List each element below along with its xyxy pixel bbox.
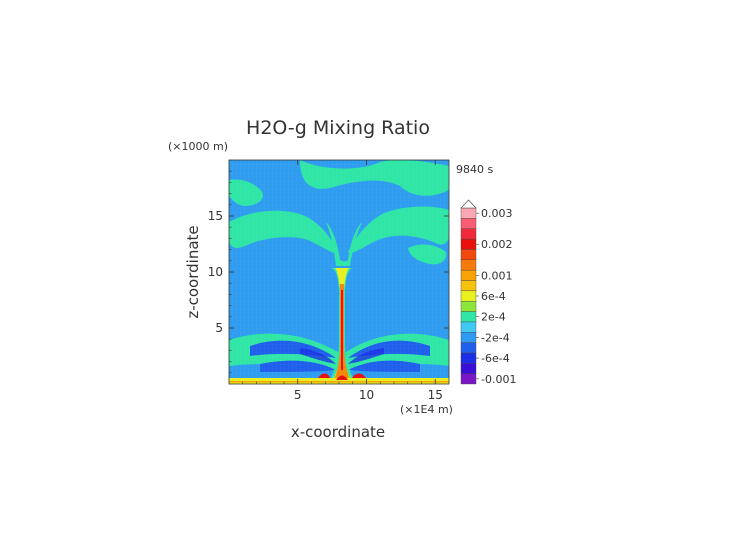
x-tick-label: 5	[294, 388, 302, 402]
colorbar-tick-label: 2e-4	[481, 311, 506, 324]
x-unit-label: (×1E4 m)	[400, 403, 453, 416]
colorbar-swatch	[460, 332, 477, 343]
colorbar-swatch	[460, 218, 477, 229]
colorbar-overflow-arrow	[460, 199, 477, 209]
y-axis-label: z-coordinate	[184, 225, 202, 318]
colorbar-swatch	[460, 352, 477, 364]
colorbar-tick-label: 6e-4	[481, 290, 506, 303]
colorbar-swatch	[460, 259, 477, 271]
heatmap-field	[229, 160, 449, 384]
y-unit-label: (×1000 m)	[168, 140, 228, 153]
y-tick-label: 15	[208, 209, 223, 223]
colorbar-swatch	[460, 373, 477, 385]
x-tick-label: 10	[359, 388, 374, 402]
chart-title: H2O-g Mixing Ratio	[246, 117, 430, 139]
colorbar-swatch	[460, 311, 477, 323]
colorbar-swatch	[460, 290, 477, 302]
colorbar-swatch	[460, 342, 477, 354]
colorbar-tick-label: -0.001	[481, 373, 516, 386]
colorbar-swatch	[460, 363, 477, 374]
colorbar-tick-label: 0.003	[481, 207, 513, 220]
x-axis-label: x-coordinate	[291, 423, 385, 441]
colorbar-swatch	[460, 228, 477, 240]
x-tick-label: 15	[428, 388, 443, 402]
colorbar-tick-label: 0.002	[481, 238, 513, 251]
colorbar-swatch	[460, 238, 477, 250]
y-tick-label: 10	[208, 265, 223, 279]
colorbar-swatch	[460, 207, 477, 219]
colorbar-swatch	[460, 300, 477, 312]
field-grid-overlay	[229, 160, 449, 384]
y-tick-label: 5	[215, 321, 223, 335]
colorbar-swatch	[460, 321, 477, 333]
colorbar-swatch	[460, 280, 477, 292]
colorbar-tick-label: -6e-4	[481, 352, 510, 365]
colorbar: -0.001 -6e-4 -2e-4 2e-4 6e-4 0.001 0.002 0.003	[460, 199, 516, 386]
colorbar-swatch	[460, 249, 477, 260]
axes: 5 10 15 5 10 15	[208, 160, 449, 402]
time-label: 9840 s	[456, 163, 493, 176]
colorbar-swatch	[460, 269, 477, 281]
colorbar-tick-label: -2e-4	[481, 331, 510, 344]
colorbar-tick-label: 0.001	[481, 269, 513, 282]
